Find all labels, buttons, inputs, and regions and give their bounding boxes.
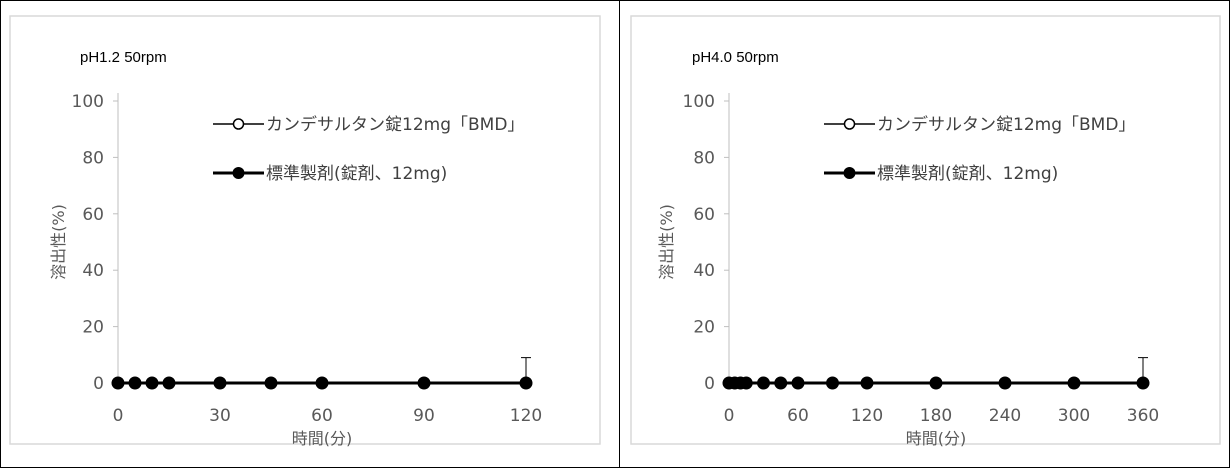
legend-label: 標準製剤(錠剤、12mg) — [266, 164, 447, 184]
data-point — [128, 376, 142, 390]
data-point — [315, 376, 329, 390]
data-point — [757, 376, 770, 390]
x-tick-label: 120 — [510, 406, 542, 426]
chart-area-border — [9, 15, 601, 445]
y-tick-label: 40 — [693, 261, 715, 281]
data-point — [826, 376, 839, 390]
x-tick-label: 180 — [920, 406, 952, 426]
figure-divider — [619, 0, 620, 468]
x-tick-label: 60 — [311, 406, 333, 426]
legend-label: カンデサルタン錠12mg「BMD」 — [877, 114, 1135, 135]
x-tick-label: 0 — [724, 406, 735, 426]
y-tick-label: 0 — [93, 374, 104, 394]
chart-area-border — [630, 15, 1221, 445]
chart-panel-2: pH4.0 50rpm 0 20 40 60 80 100 0 60 120 180 240 300 36… — [630, 15, 1221, 448]
legend-marker — [843, 118, 856, 130]
chart-title: pH4.0 50rpm — [692, 49, 779, 66]
legend-marker — [232, 167, 245, 179]
y-tick-label: 100 — [72, 92, 104, 112]
data-point — [145, 376, 159, 390]
series-2 — [722, 376, 1150, 390]
data-point — [417, 376, 431, 390]
data-point — [929, 376, 943, 390]
x-tick-label: 60 — [787, 406, 809, 426]
data-point — [1067, 376, 1081, 390]
data-point — [111, 376, 125, 390]
x-axis-label: 時間(分) — [906, 429, 967, 448]
chart-title: pH1.2 50rpm — [80, 49, 167, 66]
y-tick-label: 20 — [693, 318, 715, 338]
x-tick-label: 120 — [851, 406, 883, 426]
x-tick-label: 0 — [113, 406, 124, 426]
legend: カンデサルタン錠12mg「BMD」標準製剤(錠剤、12mg) — [824, 114, 1135, 184]
y-tick-label: 40 — [82, 261, 104, 281]
data-point — [264, 376, 278, 390]
data-point — [791, 376, 805, 390]
y-axis-label: 溶出性(%) — [49, 204, 68, 280]
data-point — [519, 376, 533, 390]
chart-panel-1: pH1.2 50rpm 0 20 40 60 80 100 0 30 60 90 120 時間(分) 溶出… — [9, 15, 601, 448]
legend-label: 標準製剤(錠剤、12mg) — [877, 164, 1058, 184]
data-point — [1136, 376, 1150, 390]
y-tick-label: 80 — [693, 148, 715, 168]
y-tick-label: 0 — [704, 374, 715, 394]
x-tick-label: 30 — [209, 406, 231, 426]
data-point — [739, 376, 753, 390]
y-axis-label: 溶出性(%) — [657, 204, 676, 280]
data-point — [774, 376, 788, 390]
y-tick-label: 60 — [693, 205, 715, 225]
legend-label: カンデサルタン錠12mg「BMD」 — [266, 114, 524, 135]
legend: カンデサルタン錠12mg「BMD」標準製剤(錠剤、12mg) — [213, 114, 524, 184]
x-tick-label: 300 — [1058, 406, 1090, 426]
y-tick-label: 100 — [683, 92, 715, 112]
data-point — [213, 376, 227, 390]
data-point — [998, 376, 1012, 390]
x-tick-label: 240 — [989, 406, 1021, 426]
legend-marker — [232, 118, 245, 130]
legend-marker — [843, 167, 856, 179]
y-tick-label: 60 — [82, 205, 104, 225]
x-axis-label: 時間(分) — [292, 429, 353, 448]
series-2 — [111, 376, 533, 390]
x-tick-label: 90 — [413, 406, 435, 426]
data-point — [162, 376, 176, 390]
x-tick-label: 360 — [1127, 406, 1159, 426]
y-tick-label: 80 — [82, 148, 104, 168]
y-tick-label: 20 — [82, 318, 104, 338]
data-point — [860, 376, 874, 390]
